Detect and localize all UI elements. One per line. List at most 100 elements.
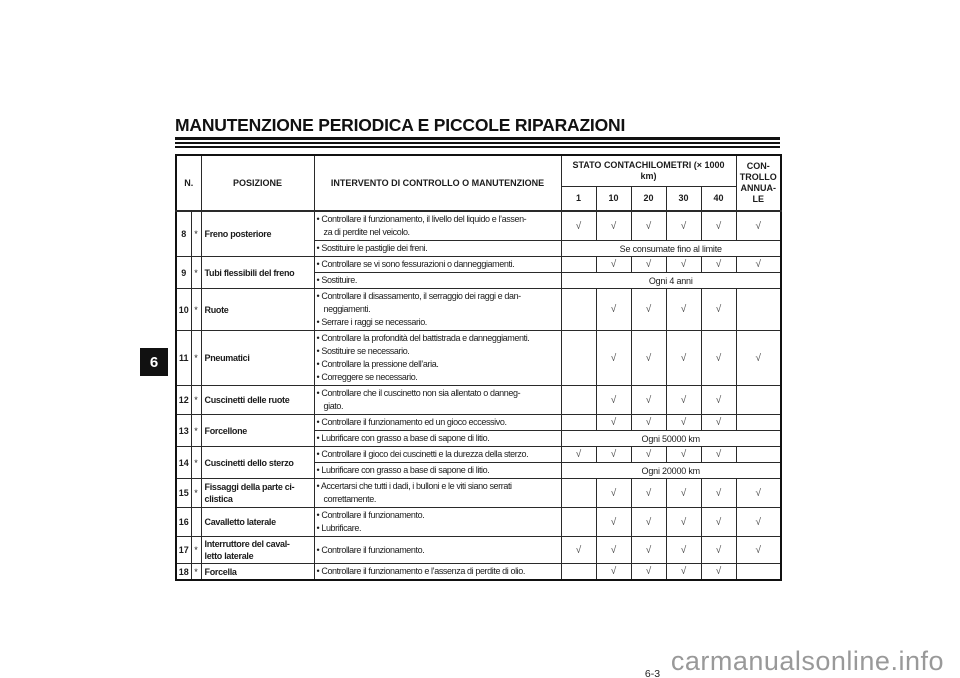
check-cell-empty xyxy=(735,288,782,331)
check-cell-checked: √ xyxy=(560,210,597,241)
row-asterisk-cell: * xyxy=(190,414,202,447)
row-position-cell: Ruote xyxy=(200,288,315,331)
check-cell-checked: √ xyxy=(595,256,632,273)
page-number: 6-3 xyxy=(644,668,661,678)
bullet-item: • Controllare se vi sono fessurazioni o … xyxy=(316,259,515,269)
header-annual-check: CON- TROLLO ANNUA- LE xyxy=(735,154,782,212)
check-cell-checked: √ xyxy=(595,330,632,386)
check-cell-checked: √ xyxy=(700,478,737,508)
maintenance-table-body: 8 * Freno posteriore • Controllare il funzi… xyxy=(175,210,782,581)
check-cell-checked: √ xyxy=(630,288,667,331)
header-km-30: 30 xyxy=(665,185,702,212)
check-cell-checked: √ xyxy=(700,507,737,537)
table-row: • Lubrificare con grasso a base di sapon… xyxy=(176,430,782,447)
check-cell-empty xyxy=(560,414,597,431)
bullet-item: • Controllare la pressione dell’aria. xyxy=(316,359,439,369)
check-cell-checked: √ xyxy=(595,288,632,331)
row-asterisk-cell: * xyxy=(190,478,202,508)
maintenance-table: N. POSIZIONE INTERVENTO DI CONTROLLO O M… xyxy=(175,154,782,581)
row-position-cell: Pneumatici xyxy=(200,330,315,386)
bullet-item: • Accertarsi che tutti i dadi, i bulloni… xyxy=(316,481,513,504)
check-cell-checked: √ xyxy=(735,536,782,564)
table-row: 13 * Forcellone • Controllare il funzioname… xyxy=(175,414,782,447)
bullet-item: • Lubrificare con grasso a base di sapon… xyxy=(316,433,490,443)
check-cell-checked: √ xyxy=(700,446,737,463)
header-intervention: INTERVENTO DI CONTROLLO O MANUTENZIONE xyxy=(313,154,562,212)
check-cell-checked: √ xyxy=(735,210,782,241)
row-intervention-cell: • Controllare il funzionamento. • Lubrifi… xyxy=(313,507,562,537)
row-number-cell: 10 xyxy=(175,288,192,331)
check-cell-checked: √ xyxy=(630,507,667,537)
row-intervention-cell: • Lubrificare con grasso a base di sapon… xyxy=(313,430,562,447)
table-row: 14 * Cuscinetti dello sterzo • Controllare … xyxy=(175,446,782,479)
check-cell-checked: √ xyxy=(595,507,632,537)
check-cell-checked: √ xyxy=(560,446,597,463)
check-cell-empty xyxy=(735,414,782,431)
check-cell-empty xyxy=(735,563,782,581)
chapter-tab: 6 xyxy=(140,348,168,376)
check-cell-checked: √ xyxy=(700,414,737,431)
check-cell-checked: √ xyxy=(700,563,737,581)
row-intervention-cell: • Controllare il disassamento, il serrag… xyxy=(313,288,562,331)
check-cell-checked: √ xyxy=(560,536,597,564)
check-cell-checked: √ xyxy=(630,563,667,581)
bullet-item: • Serrare i raggi se necessario. xyxy=(316,317,428,327)
check-cell-checked: √ xyxy=(700,330,737,386)
watermark: carmanualsonline.info xyxy=(670,646,944,676)
bullet-item: • Controllare il funzionamento, il livel… xyxy=(316,214,527,237)
check-cell-checked: √ xyxy=(595,478,632,508)
bullet-item: • Lubrificare con grasso a base di sapon… xyxy=(316,465,490,475)
row-number-cell: 17 xyxy=(175,536,192,564)
row-intervention-cell: • Controllare il funzionamento e l’assen… xyxy=(313,563,562,581)
check-cell-checked: √ xyxy=(665,256,702,273)
check-cell-checked: √ xyxy=(700,288,737,331)
bullet-item: • Controllare il funzionamento ed un gio… xyxy=(316,417,507,427)
check-cell-checked: √ xyxy=(630,536,667,564)
row-intervention-cell: • Controllare se vi sono fessurazioni o … xyxy=(313,256,562,273)
check-cell-empty xyxy=(560,507,597,537)
check-cell-checked: √ xyxy=(735,478,782,508)
check-cell-checked: √ xyxy=(595,563,632,581)
check-cell-checked: √ xyxy=(665,446,702,463)
check-cell-checked: √ xyxy=(700,536,737,564)
header-km-10: 10 xyxy=(595,185,632,212)
bullet-item: • Sostituire le pastiglie dei freni. xyxy=(316,243,428,253)
row-asterisk-cell: * xyxy=(190,563,202,581)
table-row: 10 * Ruote • Controllare il disassamento, i… xyxy=(175,288,782,331)
row-position-cell: Cuscinetti dello sterzo xyxy=(200,446,315,479)
row-asterisk-cell: * xyxy=(190,210,202,257)
header-n: N. xyxy=(175,154,202,212)
check-cell-checked: √ xyxy=(630,256,667,273)
check-cell-checked: √ xyxy=(665,478,702,508)
check-cell-empty xyxy=(560,330,597,386)
row-number-cell: 18 xyxy=(175,563,192,581)
check-cell-empty xyxy=(560,563,597,581)
row-position-cell: Fissaggi della parte ci- clistica xyxy=(200,478,315,508)
check-cell-checked: √ xyxy=(595,446,632,463)
page-title: MANUTENZIONE PERIODICA E PICCOLE RIPARAZ… xyxy=(175,115,780,140)
row-position-cell: Cavalletto laterale xyxy=(200,507,315,537)
row-position-cell: Forcella xyxy=(200,563,315,581)
check-cell-checked: √ xyxy=(595,414,632,431)
table-row: • Lubrificare con grasso a base di sapon… xyxy=(176,462,782,479)
row-number-cell: 16 xyxy=(175,507,192,537)
table-row: 11 * Pneumatici • Controllare la profondità… xyxy=(175,330,782,386)
interval-note-cell: Ogni 50000 km xyxy=(560,430,782,447)
check-cell-checked: √ xyxy=(595,385,632,415)
row-number-cell: 13 xyxy=(175,414,192,447)
row-asterisk-cell: * xyxy=(190,288,202,331)
check-cell-checked: √ xyxy=(630,210,667,241)
row-intervention-cell: • Accertarsi che tutti i dadi, i bulloni… xyxy=(313,478,562,508)
row-asterisk-cell: * xyxy=(190,385,202,415)
row-intervention-cell: • Controllare il funzionamento, il livel… xyxy=(313,210,562,241)
check-cell-checked: √ xyxy=(665,507,702,537)
interval-note-cell: Ogni 4 anni xyxy=(560,272,782,289)
row-intervention-cell: • Controllare il funzionamento ed un gio… xyxy=(313,414,562,431)
page-content: MANUTENZIONE PERIODICA E PICCOLE RIPARAZ… xyxy=(175,115,782,678)
check-cell-checked: √ xyxy=(665,563,702,581)
table-row: 8 * Freno posteriore • Controllare il funzi… xyxy=(175,210,782,257)
check-cell-empty xyxy=(560,385,597,415)
interval-note-cell: Se consumate fino al limite xyxy=(560,240,782,257)
row-intervention-cell: • Controllare la profondità del battistr… xyxy=(313,330,562,386)
